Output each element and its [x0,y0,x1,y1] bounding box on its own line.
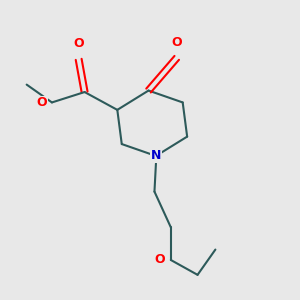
Text: O: O [37,96,47,109]
Text: O: O [171,36,182,49]
Text: N: N [151,149,161,162]
Text: O: O [74,38,84,50]
Text: O: O [154,254,165,266]
